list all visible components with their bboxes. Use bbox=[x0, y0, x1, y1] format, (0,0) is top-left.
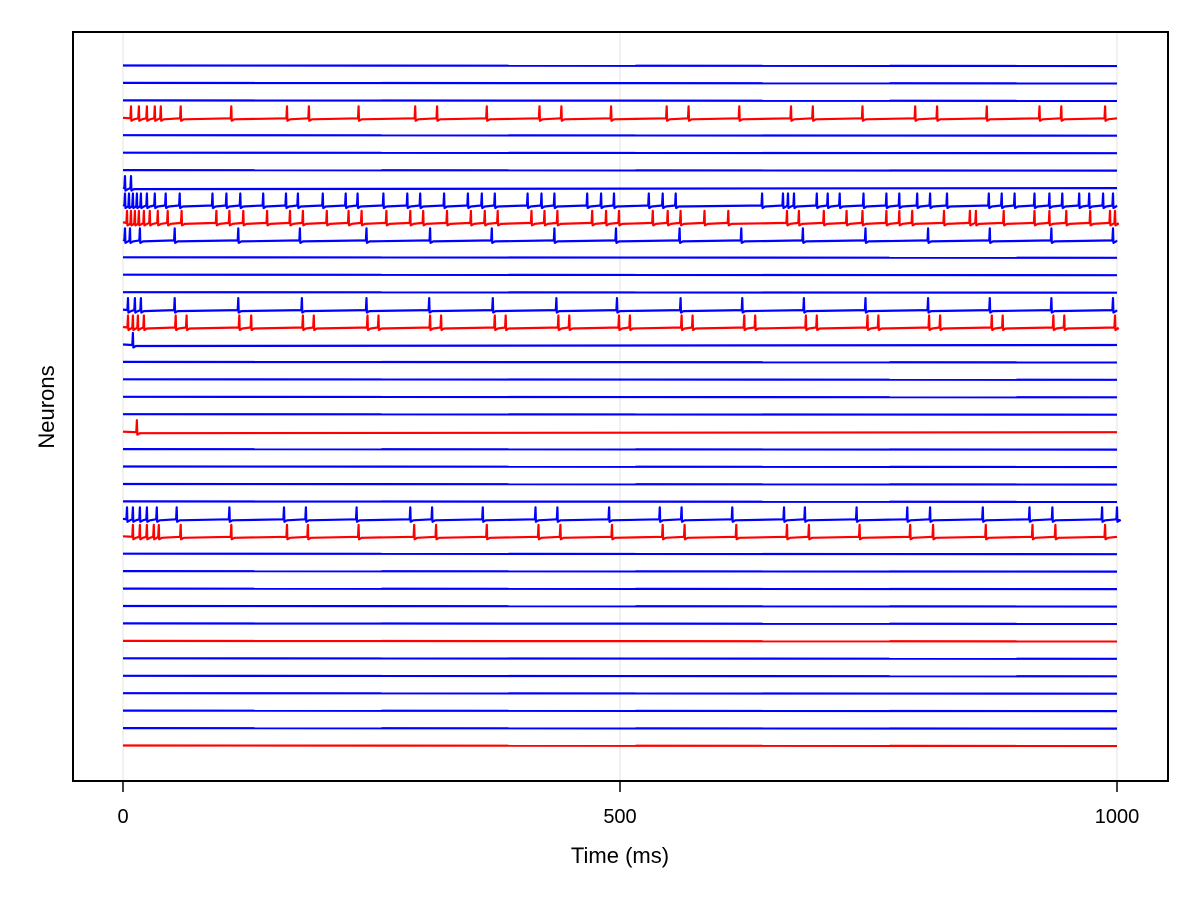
neuron-trace-16 bbox=[122, 314, 1120, 332]
neuron-trace-4 bbox=[122, 105, 1118, 122]
neuron-trace-18 bbox=[122, 360, 1118, 364]
x-tick-label-1000: 1000 bbox=[1095, 806, 1140, 828]
neuron-trace-40 bbox=[122, 744, 1118, 748]
neuron-trace-13 bbox=[122, 273, 1118, 277]
neuron-trace-11 bbox=[122, 227, 1118, 244]
neuron-trace-8 bbox=[122, 175, 1118, 192]
x-ticks bbox=[122, 781, 1118, 792]
neuron-trace-29 bbox=[122, 552, 1118, 556]
neuron-trace-32 bbox=[122, 604, 1118, 608]
x-axis-label: Time (ms) bbox=[571, 843, 669, 868]
neuron-trace-33 bbox=[122, 622, 1118, 625]
neuron-trace-12 bbox=[122, 256, 1118, 259]
neuron-trace-38 bbox=[122, 709, 1118, 713]
x-tick-label-500: 500 bbox=[603, 806, 636, 828]
neuron-trace-5 bbox=[122, 134, 1118, 137]
neuron-trace-34 bbox=[122, 639, 1118, 643]
neuron-trace-31 bbox=[122, 587, 1118, 591]
neuron-trace-6 bbox=[122, 151, 1118, 155]
neuron-trace-7 bbox=[122, 169, 1118, 172]
x-tick-label-0: 0 bbox=[117, 806, 128, 828]
neuron-trace-36 bbox=[122, 674, 1118, 678]
neuron-trace-19 bbox=[122, 378, 1118, 381]
neuron-trace-30 bbox=[122, 570, 1118, 573]
neuron-trace-37 bbox=[122, 692, 1118, 695]
neuron-trace-17 bbox=[122, 331, 1118, 349]
neuron-trace-21 bbox=[122, 413, 1118, 416]
neuron-trace-25 bbox=[122, 482, 1118, 486]
y-axis-label: Neurons bbox=[34, 365, 59, 448]
neuron-trace-9 bbox=[122, 192, 1118, 210]
neuron-traces bbox=[122, 64, 1122, 748]
neuron-trace-2 bbox=[122, 81, 1118, 85]
neuron-trace-15 bbox=[122, 297, 1118, 314]
neuron-trace-23 bbox=[122, 448, 1118, 451]
neuron-trace-28 bbox=[122, 523, 1118, 541]
neuron-trace-35 bbox=[122, 657, 1118, 660]
neuron-trace-24 bbox=[122, 465, 1118, 469]
neuron-trace-3 bbox=[122, 99, 1118, 102]
x-grid bbox=[122, 33, 1118, 780]
neuron-trace-10 bbox=[122, 209, 1120, 227]
neuron-trace-22 bbox=[122, 419, 1118, 436]
neuron-trace-27 bbox=[122, 506, 1122, 523]
neuron-trace-39 bbox=[122, 727, 1118, 730]
neuron-trace-14 bbox=[122, 291, 1118, 294]
neuron-trace-1 bbox=[122, 64, 1118, 68]
neuron-trace-20 bbox=[122, 395, 1118, 399]
neuron-trace-26 bbox=[122, 500, 1118, 503]
